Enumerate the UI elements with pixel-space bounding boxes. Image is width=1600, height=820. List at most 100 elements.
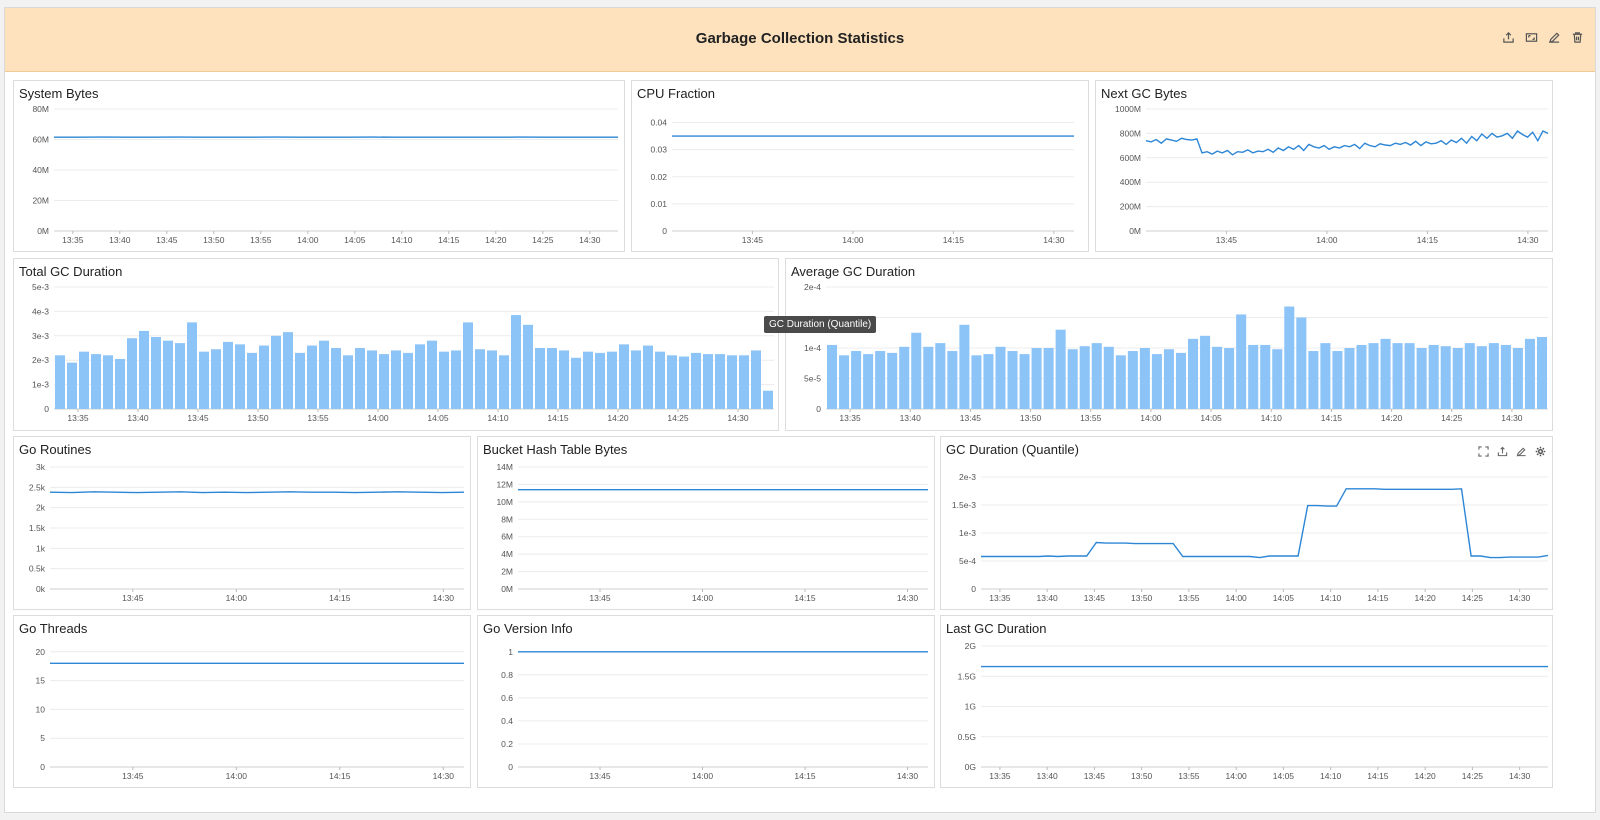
fullscreen-icon[interactable] [1477,445,1489,457]
bar[interactable] [1440,346,1451,409]
bar[interactable] [947,351,958,409]
chart-total-gc-duration[interactable]: 0 1e-3 2e-3 3e-3 4e-3 5e-3 13:35 13:40 13:45 13:5… [14,259,780,432]
bar[interactable] [1163,349,1174,409]
bar[interactable] [1272,349,1283,409]
bar[interactable] [1380,338,1391,409]
bar[interactable] [607,351,617,409]
bar[interactable] [899,346,910,409]
bar[interactable] [367,350,377,409]
widget-go-threads[interactable]: Go Threads 0 5 10 15 20 13:45 14:00 14:15 14:30 [13,615,471,788]
bar[interactable] [1284,306,1295,409]
bar[interactable] [619,344,629,409]
bar[interactable] [487,350,497,409]
bar[interactable] [1476,346,1487,409]
chart-gc-duration-quantile[interactable]: 0 5e-4 1e-3 1.5e-3 2e-3 13:35 13:40 13:45 13:50 1… [941,437,1554,611]
bar[interactable] [295,352,305,409]
widget-next-gc-bytes[interactable]: Next GC Bytes 0M 200M 400M 600M 800M 1000M 13:4… [1095,80,1553,252]
widget-go-routines[interactable]: Go Routines 0k 0.5k 1k 1.5k 2k 2.5k 3k 13:45 14:0… [13,436,471,610]
widget-go-version-info[interactable]: Go Version Info 0 0.2 0.4 0.6 0.8 1 13:45 14:00 1… [477,615,935,788]
bar[interactable] [547,348,557,409]
bar[interactable] [631,350,641,409]
bar[interactable] [1175,352,1186,409]
bar[interactable] [1019,354,1030,409]
export-icon[interactable] [1496,445,1508,457]
bar[interactable] [91,354,101,409]
bar[interactable] [727,355,737,409]
bar[interactable] [187,322,197,409]
chart-cpu-fraction[interactable]: 0 0.01 0.02 0.03 0.04 13:45 14:00 14:15 14:30 [632,81,1090,253]
bar[interactable] [1512,348,1523,409]
chart-bucket-hash-table-bytes[interactable]: 0M 2M 4M 6M 8M 10M 12M 14M 13:45 14:00 14:15 14:30 [478,437,936,611]
bar[interactable] [1464,343,1475,409]
bar[interactable] [199,351,209,409]
bar[interactable] [259,345,269,409]
bar[interactable] [995,346,1006,409]
bar[interactable] [559,350,569,409]
bar[interactable] [1139,348,1150,409]
bar[interactable] [827,344,838,409]
edit-icon[interactable] [1547,30,1562,45]
bar[interactable] [475,349,485,409]
bar[interactable] [763,390,773,409]
bar[interactable] [1524,338,1535,409]
bar[interactable] [319,340,329,409]
bar[interactable] [1151,354,1162,409]
bar[interactable] [703,354,713,409]
chart-system-bytes[interactable]: 0M 20M 40M 60M 80M 13:35 13:40 13:45 13:50 13:55 1… [14,81,626,253]
widget-gc-duration-quantile[interactable]: GC Duration (Quantile) 0 5e-4 1e-3 1.5e-3 2e-… [940,436,1553,610]
bar[interactable] [535,348,545,409]
bar[interactable] [715,354,725,409]
bar[interactable] [667,355,677,409]
bar[interactable] [1428,344,1439,409]
bar[interactable] [223,341,233,409]
bar[interactable] [739,355,749,409]
bar[interactable] [1416,348,1427,409]
bar[interactable] [1127,351,1138,409]
bar[interactable] [1260,344,1271,409]
bar[interactable] [1392,343,1403,409]
bar[interactable] [1296,317,1307,410]
widget-last-gc-duration[interactable]: Last GC Duration 0G 0.5G 1G 1.5G 2G 13:35 13:40… [940,615,1553,788]
bar[interactable] [115,358,125,409]
bar[interactable] [1055,329,1066,409]
bar[interactable] [175,343,185,409]
widget-bucket-hash-table-bytes[interactable]: Bucket Hash Table Bytes 0M 2M 4M 6M 8M 10M 12M 1… [477,436,935,610]
bar[interactable] [235,344,245,409]
bar[interactable] [283,332,293,409]
bar[interactable] [79,351,89,409]
bar[interactable] [511,315,521,409]
series-line[interactable] [1145,130,1549,156]
bar[interactable] [983,354,994,409]
bar[interactable] [379,354,389,409]
bar[interactable] [1224,348,1235,409]
widget-average-gc-duration[interactable]: Average GC Duration 0 5e-5 1e-4 2e-4 13:35 13:… [785,258,1553,431]
bar[interactable] [691,352,701,409]
bar[interactable] [271,335,281,409]
bar[interactable] [1007,351,1018,409]
bar[interactable] [463,322,473,409]
bar[interactable] [751,350,761,409]
bar[interactable] [1500,344,1511,409]
bar[interactable] [1103,346,1114,409]
settings-icon[interactable] [1534,445,1546,457]
fullscreen-icon[interactable] [1524,30,1539,45]
bar[interactable] [863,354,874,409]
bar[interactable] [1236,314,1247,409]
bar[interactable] [1320,343,1331,409]
bar[interactable] [163,340,173,409]
chart-go-routines[interactable]: 0k 0.5k 1k 1.5k 2k 2.5k 3k 13:45 14:00 14:15 14:30 [14,437,472,611]
bar[interactable] [343,355,353,409]
chart-go-version-info[interactable]: 0 0.2 0.4 0.6 0.8 1 13:45 14:00 14:15 14:30 [478,616,936,789]
bar[interactable] [451,350,461,409]
bar[interactable] [499,355,509,409]
bar[interactable] [971,355,982,409]
bar[interactable] [1067,349,1078,409]
bar[interactable] [1404,343,1415,409]
bar[interactable] [923,346,934,409]
bar[interactable] [355,348,365,409]
bar[interactable] [875,351,886,409]
bar[interactable] [1031,348,1042,409]
bar[interactable] [1488,343,1499,409]
export-icon[interactable] [1501,30,1516,45]
chart-last-gc-duration[interactable]: 0G 0.5G 1G 1.5G 2G 13:35 13:40 13:45 13:50 13:55 1… [941,616,1554,789]
